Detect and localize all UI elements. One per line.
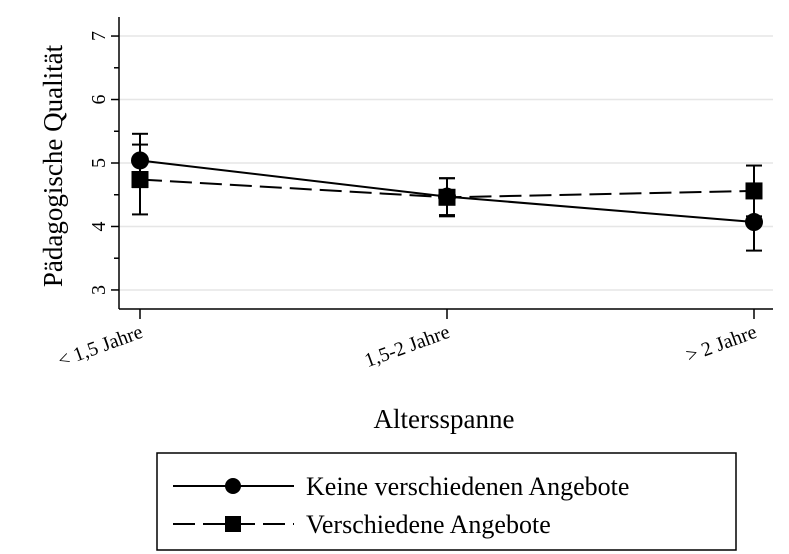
x-tick-label: 1,5-2 Jahre <box>362 321 453 372</box>
legend-marker-circle <box>225 478 241 494</box>
data-point <box>745 182 763 200</box>
data-point <box>131 171 149 189</box>
y-tick-label: 5 <box>88 158 110 168</box>
series-1 <box>131 143 763 218</box>
legend-marker-square <box>225 516 241 532</box>
y-tick-label: 3 <box>88 285 110 295</box>
data-point <box>745 213 763 232</box>
legend-label-keine: Keine verschiedenen Angebote <box>306 472 629 501</box>
y-tick-label: 6 <box>88 95 110 105</box>
y-tick-label: 4 <box>88 221 110 231</box>
gridlines <box>119 35 773 291</box>
data-point <box>438 188 456 206</box>
series-layer <box>131 132 763 252</box>
x-tick-label: > 2 Jahre <box>683 321 760 367</box>
y-ticks: 3 4 5 6 7 <box>88 31 119 295</box>
x-ticks: < 1,5 Jahre 1,5-2 Jahre > 2 Jahre <box>55 309 760 372</box>
y-axis-title: Pädagogische Qualität <box>38 44 68 287</box>
x-tick-label: < 1,5 Jahre <box>55 321 146 372</box>
legend-box <box>156 452 737 551</box>
y-tick-label: 7 <box>88 31 110 41</box>
x-axis-title: Altersspanne <box>374 404 515 434</box>
legend: Keine verschiedenen Angebote Verschieden… <box>156 452 737 551</box>
legend-label-verschiedene: Verschiedene Angebote <box>306 510 551 539</box>
